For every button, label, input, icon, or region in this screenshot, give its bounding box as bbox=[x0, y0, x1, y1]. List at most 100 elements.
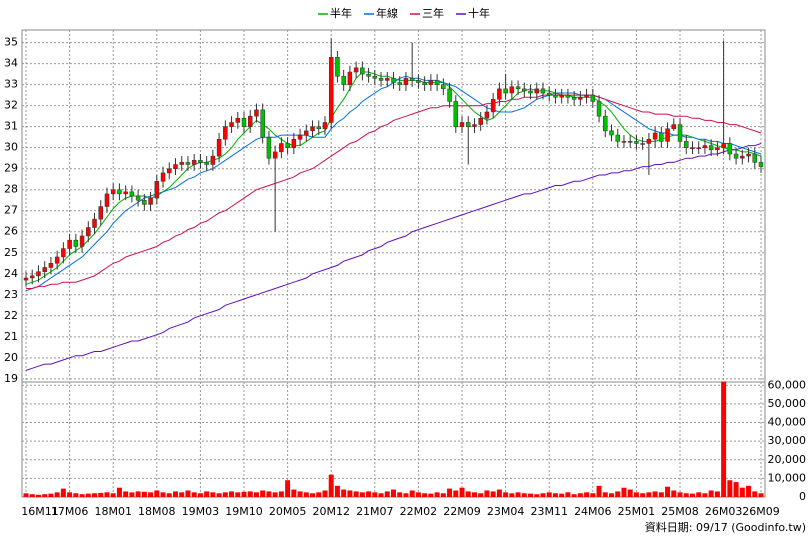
volume-bar bbox=[428, 493, 434, 497]
volume-bar bbox=[135, 491, 141, 497]
y-tick-label: 26 bbox=[4, 225, 18, 238]
candle-body bbox=[179, 162, 184, 165]
candle-body bbox=[671, 124, 677, 130]
y-tick-label: 29 bbox=[4, 162, 18, 175]
legend-label: 半年 bbox=[330, 6, 352, 20]
candle-body bbox=[92, 218, 97, 228]
volume-bar bbox=[129, 492, 135, 497]
volume-bar bbox=[440, 493, 446, 497]
y2-tick-label: 50,000 bbox=[768, 397, 807, 410]
volume-bar bbox=[746, 485, 752, 497]
volume-bar bbox=[260, 490, 266, 497]
volume-bar bbox=[166, 493, 172, 497]
volume-bar bbox=[42, 494, 48, 497]
volume-bar bbox=[658, 492, 664, 497]
x-tick-label: 19M10 bbox=[225, 505, 263, 518]
volume-bar bbox=[627, 489, 633, 497]
candle-body bbox=[254, 109, 259, 117]
x-tick-label: 23M04 bbox=[487, 505, 525, 518]
candle-body bbox=[397, 82, 402, 85]
legend-label: 十年 bbox=[468, 6, 490, 20]
candle-body bbox=[733, 153, 739, 159]
volume-bar bbox=[297, 491, 303, 497]
candle-body bbox=[104, 193, 110, 207]
candle-body bbox=[740, 155, 745, 159]
candle-body bbox=[285, 143, 290, 148]
volume-bar bbox=[67, 492, 73, 497]
volume-bar bbox=[397, 492, 403, 497]
volume-bar bbox=[160, 492, 166, 497]
candle-body bbox=[291, 139, 297, 148]
volume-bar bbox=[353, 491, 359, 497]
candle-body bbox=[229, 122, 234, 127]
volume-bar bbox=[272, 492, 278, 497]
candle-body bbox=[98, 206, 103, 220]
candle-body bbox=[727, 143, 733, 155]
candle-body bbox=[621, 141, 627, 143]
y-tick-label: 33 bbox=[4, 78, 18, 91]
volume-bar bbox=[54, 492, 60, 497]
candle-body bbox=[185, 162, 191, 165]
x-tick-label: 25M08 bbox=[661, 505, 699, 518]
candle-body bbox=[86, 227, 91, 237]
volume-bar bbox=[546, 492, 552, 497]
volume-bar bbox=[403, 493, 409, 497]
x-tick-label: 26M09 bbox=[742, 505, 780, 518]
volume-bar bbox=[172, 491, 178, 497]
volume-bar bbox=[447, 488, 453, 497]
volume-bar bbox=[633, 492, 639, 497]
candle-body bbox=[378, 78, 384, 81]
volume-bar bbox=[235, 492, 241, 497]
y2-tick-label: 0 bbox=[799, 490, 806, 503]
candle-body bbox=[372, 75, 378, 79]
candle-body bbox=[29, 275, 35, 279]
volume-bar bbox=[471, 492, 477, 497]
volume-bar bbox=[577, 493, 583, 497]
candle-body bbox=[609, 130, 614, 136]
candle-body bbox=[546, 92, 552, 96]
volume-bar bbox=[154, 490, 160, 497]
volume-bar bbox=[665, 486, 671, 497]
candle-body bbox=[260, 109, 265, 138]
candle-body bbox=[478, 118, 483, 125]
volume-bar bbox=[266, 491, 272, 497]
candle-body bbox=[129, 191, 135, 197]
candle-body bbox=[578, 96, 583, 100]
candle-body bbox=[590, 94, 596, 102]
volume-bar bbox=[652, 491, 658, 497]
volume-bar bbox=[540, 493, 546, 497]
candle-body bbox=[465, 122, 471, 127]
candle-body bbox=[428, 80, 434, 85]
volume-bar bbox=[216, 493, 222, 497]
candle-body bbox=[353, 67, 359, 73]
y-tick-label: 23 bbox=[4, 288, 18, 301]
y2-tick-label: 40,000 bbox=[768, 416, 807, 429]
candle-body bbox=[677, 124, 683, 142]
candle-body bbox=[615, 134, 620, 142]
volume-bar bbox=[110, 493, 116, 497]
candle-body bbox=[441, 84, 446, 90]
volume-bar bbox=[565, 492, 571, 497]
legend-label: 年線 bbox=[376, 6, 398, 20]
volume-bar bbox=[310, 493, 316, 497]
volume-bar bbox=[509, 493, 515, 497]
x-tick-label: 20M12 bbox=[312, 505, 350, 518]
volume-bar bbox=[646, 492, 652, 497]
candle-body bbox=[216, 139, 222, 157]
volume-bar bbox=[422, 493, 428, 497]
candle-body bbox=[497, 88, 502, 100]
volume-bar bbox=[671, 490, 677, 497]
volume-bar bbox=[459, 487, 465, 497]
volume-bar bbox=[378, 493, 384, 497]
candle-body bbox=[167, 168, 172, 174]
volume-bar bbox=[179, 492, 185, 497]
volume-bar bbox=[316, 492, 322, 497]
legend-label: 三年 bbox=[422, 6, 444, 20]
candle-body bbox=[148, 197, 153, 205]
volume-bar bbox=[602, 492, 608, 497]
candle-body bbox=[391, 78, 396, 83]
candle-body bbox=[403, 78, 409, 85]
volume-bar bbox=[758, 493, 764, 497]
volume-bar bbox=[621, 487, 627, 497]
